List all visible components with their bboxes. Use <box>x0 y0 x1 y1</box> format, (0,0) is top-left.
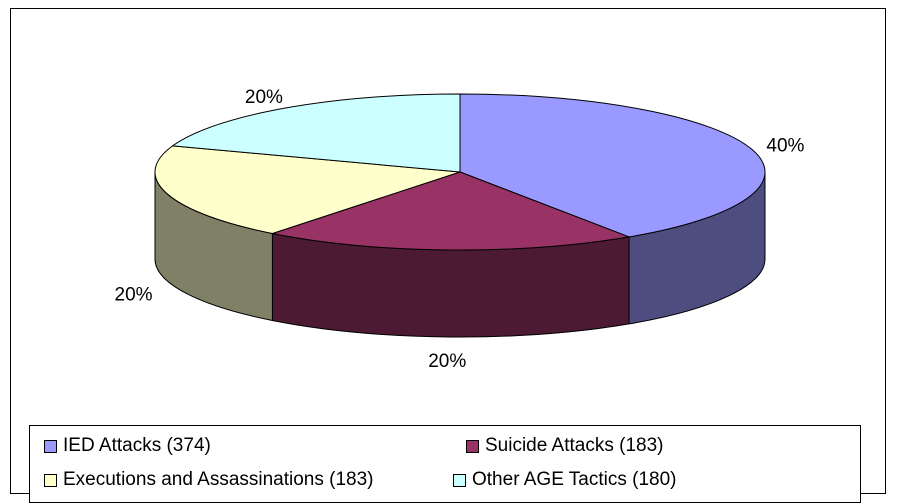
data-label-ied-attacks: 40% <box>766 135 804 156</box>
legend-label: Executions and Assassinations (183) <box>63 469 374 490</box>
legend-item-ied-attacks: IED Attacks (374) <box>44 434 211 458</box>
chart-area: 40% 20% 20% 20% IED Attacks (374) Suicide A… <box>10 8 886 503</box>
legend-label: Suicide Attacks (183) <box>485 435 664 456</box>
legend-label: Other AGE Tactics (180) <box>472 469 677 490</box>
legend-swatch <box>453 473 466 487</box>
pie-slice-executions-and-assassinations <box>154 145 461 235</box>
legend-item-executions: Executions and Assassinations (183) <box>44 468 374 492</box>
data-label-executions-and-assassinations: 20% <box>115 285 153 306</box>
legend: IED Attacks (374) Suicide Attacks (183) … <box>29 425 861 503</box>
data-label-suicide-attacks: 20% <box>428 351 466 372</box>
legend-swatch <box>44 439 57 453</box>
legend-item-other-age-tactics: Other AGE Tactics (180) <box>453 468 677 492</box>
pie-slice-other-age-tactics <box>171 93 461 173</box>
data-label-other-age-tactics: 20% <box>245 87 283 108</box>
legend-swatch <box>44 473 57 487</box>
pie-slice-suicide-attacks <box>270 171 631 251</box>
legend-item-suicide-attacks: Suicide Attacks (183) <box>466 434 663 458</box>
pie-chart: 40% 20% 20% 20% <box>115 87 805 372</box>
legend-swatch <box>466 439 479 453</box>
legend-label: IED Attacks (374) <box>63 435 211 456</box>
